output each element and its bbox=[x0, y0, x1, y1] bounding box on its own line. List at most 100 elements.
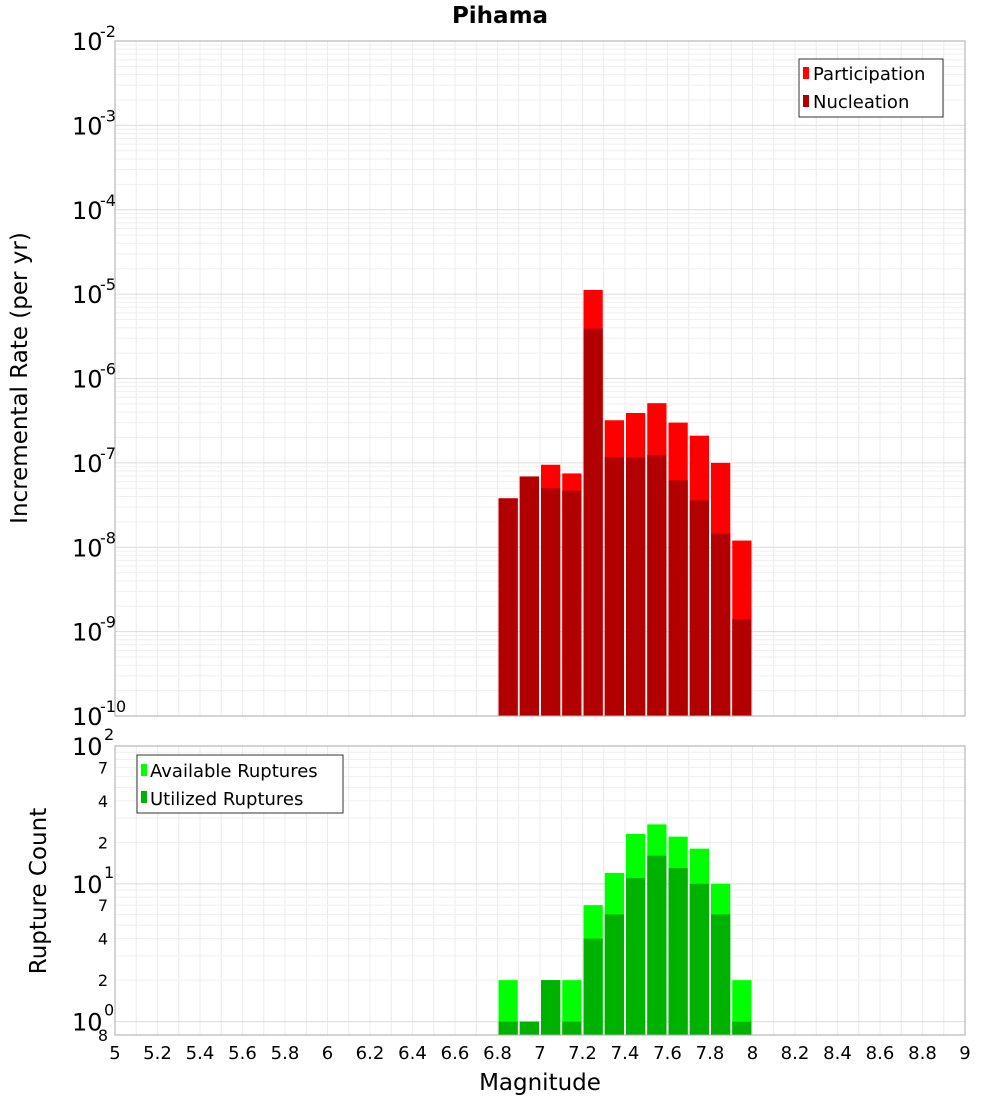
bottom-y-tick-base: 10 bbox=[72, 733, 103, 761]
top-y-tick-base: 10 bbox=[72, 703, 103, 731]
top-y-tick-exponent: -4 bbox=[100, 191, 116, 210]
x-tick-label: 6.2 bbox=[356, 1043, 385, 1064]
utilized-ruptures-bar bbox=[668, 868, 688, 1035]
x-tick-label: 7 bbox=[534, 1043, 545, 1064]
x-tick-label: 6.4 bbox=[398, 1043, 427, 1064]
top-y-tick-exponent: -7 bbox=[100, 444, 116, 463]
bottom-y-major-tick: 10 0 bbox=[72, 1001, 114, 1037]
x-tick-label: 5.2 bbox=[143, 1043, 172, 1064]
top-y-tick: 10-6 bbox=[72, 360, 116, 394]
bottom-legend: Available Ruptures Utilized Ruptures bbox=[136, 754, 344, 814]
x-tick-label: 6.8 bbox=[483, 1043, 512, 1064]
top-plot-border bbox=[114, 40, 966, 717]
top-y-axis-label: Incremental Rate (per yr) bbox=[7, 232, 33, 524]
top-bars bbox=[498, 289, 752, 716]
utilized-ruptures-bar bbox=[604, 914, 624, 1035]
top-y-tick: 10-2 bbox=[72, 22, 116, 56]
top-y-tick-base: 10 bbox=[72, 450, 103, 478]
top-gridlines bbox=[114, 41, 966, 717]
x-tick-label: 8.8 bbox=[908, 1043, 937, 1064]
top-y-tick-exponent: -5 bbox=[100, 275, 116, 294]
x-tick-label: 5.4 bbox=[186, 1043, 215, 1064]
x-tick-label: 7.2 bbox=[568, 1043, 597, 1064]
top-legend: Participation Nucleation bbox=[798, 58, 944, 118]
x-tick-label: 8.4 bbox=[823, 1043, 852, 1064]
nucleation-bar bbox=[711, 533, 731, 716]
chart-title: Pihama bbox=[452, 3, 548, 29]
x-tick-label: 5.8 bbox=[271, 1043, 300, 1064]
x-tick-label: 7.4 bbox=[611, 1043, 640, 1064]
top-y-tick-base: 10 bbox=[72, 534, 103, 562]
x-tick-labels: 5 5.2 5.4 5.6 5.8 6 6.2 6.4 6.6 6.8 7 7.2 7.4 7.6 7.8 8… bbox=[109, 1043, 970, 1064]
top-y-tick-exponent: -8 bbox=[100, 528, 116, 547]
x-tick-label: 6 bbox=[322, 1043, 333, 1064]
top-y-tick-exponent: -6 bbox=[100, 360, 116, 379]
utilized-ruptures-bar bbox=[689, 883, 709, 1035]
nucleation-bar bbox=[604, 457, 624, 716]
x-tick-label: 5 bbox=[109, 1043, 120, 1064]
top-y-tick-exponent: -10 bbox=[100, 697, 126, 716]
nucleation-bar bbox=[732, 619, 752, 716]
legend-label-participation: Participation bbox=[813, 64, 925, 85]
nucleation-bar bbox=[626, 457, 646, 716]
x-tick-label: 8 bbox=[747, 1043, 758, 1064]
nucleation-bar bbox=[519, 476, 539, 716]
utilized-ruptures-bar bbox=[583, 938, 603, 1035]
top-y-tick: 10-9 bbox=[72, 613, 116, 647]
top-y-tick-exponent: -9 bbox=[100, 613, 116, 632]
top-y-tick: 10-8 bbox=[72, 528, 116, 562]
bottom-y-tick-exponent: 0 bbox=[104, 1001, 114, 1020]
nucleation-bar bbox=[668, 480, 688, 716]
x-tick-label: 8.2 bbox=[781, 1043, 810, 1064]
bottom-legend-box bbox=[136, 754, 344, 814]
top-y-tick: 10-4 bbox=[72, 191, 116, 225]
bottom-y-tick-base: 10 bbox=[72, 1009, 103, 1037]
legend-swatch-utilized bbox=[141, 791, 147, 803]
available-ruptures-bar bbox=[498, 980, 518, 1035]
bottom-plot-border bbox=[114, 745, 966, 1036]
top-y-tick-base: 10 bbox=[72, 197, 103, 225]
nucleation-bar bbox=[583, 328, 603, 716]
bottom-y-tick-exponent: 1 bbox=[104, 863, 114, 882]
bottom-y-minor-tick: 4 bbox=[98, 930, 108, 949]
top-y-tick-base: 10 bbox=[72, 281, 103, 309]
bottom-bars bbox=[498, 824, 752, 1035]
utilized-ruptures-bar bbox=[626, 878, 646, 1035]
top-y-tick-base: 10 bbox=[72, 619, 103, 647]
utilized-ruptures-bar bbox=[647, 855, 667, 1035]
x-tick-label: 9 bbox=[959, 1043, 970, 1064]
top-y-tick: 10-7 bbox=[72, 444, 116, 478]
utilized-ruptures-bar bbox=[498, 1021, 518, 1035]
legend-swatch-nucleation bbox=[803, 95, 809, 107]
x-axis-label: Magnitude bbox=[479, 1070, 601, 1096]
top-y-tick-base: 10 bbox=[72, 28, 103, 56]
nucleation-bar bbox=[647, 454, 667, 716]
top-y-tick: 10-10 bbox=[72, 697, 126, 731]
legend-label-utilized: Utilized Ruptures bbox=[150, 789, 303, 810]
bottom-y-minor-tick: 7 bbox=[98, 896, 108, 915]
legend-label-available: Available Ruptures bbox=[150, 761, 318, 782]
utilized-ruptures-bar bbox=[562, 1021, 582, 1035]
legend-label-nucleation: Nucleation bbox=[813, 92, 909, 113]
bottom-y-major-tick: 10 1 bbox=[72, 863, 114, 899]
nucleation-bar bbox=[498, 498, 518, 716]
x-tick-label: 5.6 bbox=[228, 1043, 257, 1064]
x-tick-label: 7.6 bbox=[653, 1043, 682, 1064]
available-ruptures-bar bbox=[732, 980, 752, 1035]
top-y-tick: 10-5 bbox=[72, 275, 116, 309]
utilized-ruptures-bar bbox=[519, 1021, 539, 1035]
bottom-y-minor-tick: 7 bbox=[98, 758, 108, 777]
x-tick-label: 8.6 bbox=[866, 1043, 895, 1064]
top-legend-box bbox=[798, 58, 944, 118]
top-y-tick: 10-3 bbox=[72, 106, 116, 140]
bottom-y-tick-base: 10 bbox=[72, 871, 103, 899]
utilized-ruptures-bar bbox=[711, 914, 731, 1035]
top-y-tick-base: 10 bbox=[72, 112, 103, 140]
bottom-y-minor-tick: 2 bbox=[98, 833, 108, 852]
bottom-y-axis-label: Rupture Count bbox=[26, 808, 52, 974]
nucleation-bar bbox=[689, 500, 709, 716]
